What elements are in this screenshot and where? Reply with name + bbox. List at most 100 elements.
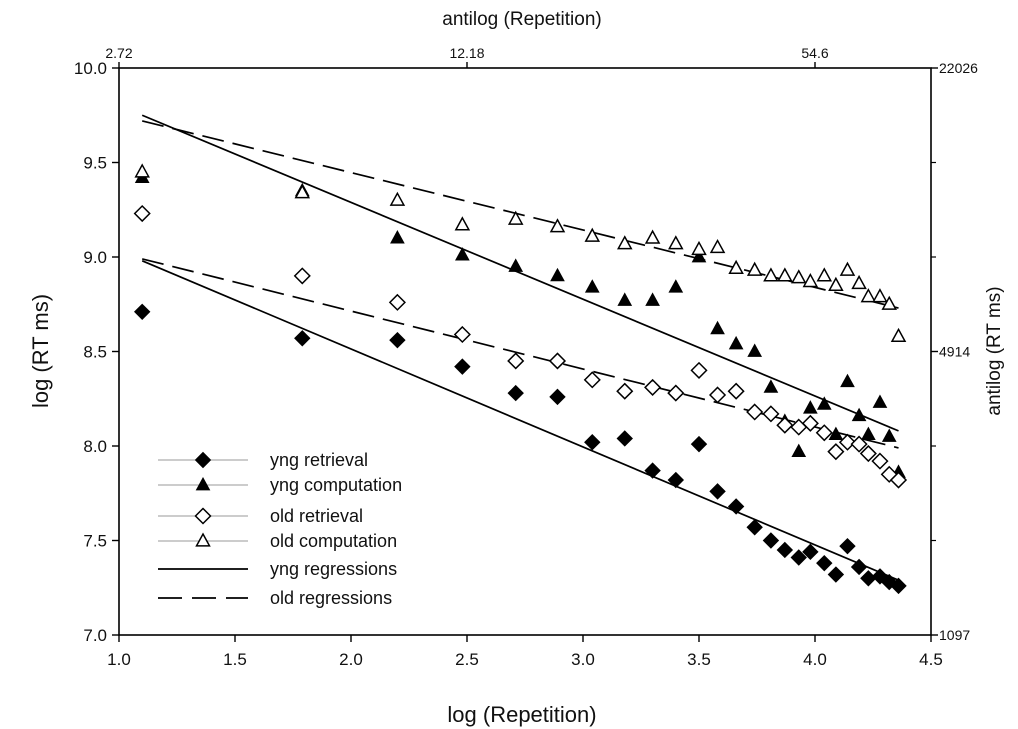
data-point [746,261,763,276]
legend-marker [195,532,211,547]
data-point [645,292,660,306]
y-axis-title: log (RT ms) [28,294,53,408]
data-point [746,519,763,536]
data-point [550,267,565,282]
axis-ticks: 1.0 1.5 2.0 2.5 3.0 3.5 4.0 4.5 7.0 7.5 8.0 8.5 9.0 9… [74,45,978,669]
data-point [389,191,406,206]
legend-marker [194,451,212,469]
data-point [828,276,844,291]
data-point [801,414,819,432]
y-tick-label: 9.5 [83,154,107,173]
data-point [860,570,877,587]
regression-lines [141,114,899,581]
data-point [134,163,150,178]
x-tick-label: 4.0 [803,650,827,669]
old-regression-line [141,120,899,309]
y-tick-label: 7.5 [83,532,107,551]
legend-label: yng regressions [270,559,397,579]
data-point [838,433,857,451]
data-point [710,320,725,335]
top-axis-title: antilog (Repetition) [442,9,601,30]
x-axis-title: log (Repetition) [447,702,596,727]
data-point [644,229,661,244]
data-point [390,230,405,244]
right-tick-label: 4914 [939,344,970,360]
data-point [872,394,888,408]
data-point [583,371,601,389]
y-tick-label: 9.0 [83,248,107,267]
top-tick-label: 12.18 [449,45,484,61]
legend-marker [195,476,211,491]
data-point [507,384,524,402]
data-point [709,483,726,500]
data-point [728,335,744,350]
legend-item: yng regressions [158,559,397,579]
data-point [777,267,793,282]
data-point [727,382,745,400]
data-point [859,444,877,463]
y-tick-label: 8.5 [83,343,107,362]
legend-item: old computation [158,531,397,551]
data-point [861,426,876,441]
series-old-retrieval [133,204,908,489]
data-point [668,235,684,250]
legend: yng retrieval yng computation old retrieva… [158,450,402,608]
data-point [791,443,807,458]
legend-item: yng retrieval [158,450,368,470]
data-point [294,330,311,347]
data-point [763,267,779,282]
data-point [850,558,868,576]
legend-label: yng retrieval [270,450,368,470]
data-point [881,428,897,442]
data-point [816,396,832,410]
data-point [454,216,471,231]
old-regression-line [141,258,899,449]
y-tick-label: 7.0 [83,626,107,645]
data-point [746,403,764,421]
data-point [840,373,855,388]
data-point [691,248,707,263]
legend-item: yng computation [158,475,402,495]
data-point [294,184,311,199]
data-point [667,384,685,402]
data-point [803,400,818,414]
data-point [584,279,600,293]
data-point [293,267,311,285]
legend-item: old regressions [158,588,392,608]
data-point [668,279,684,293]
y-tick-label: 10.0 [74,59,107,78]
data-point [871,452,889,470]
data-point [388,293,406,311]
data-point [584,434,601,451]
data-point [133,204,151,223]
legend-label: old computation [270,531,397,551]
right-tick-label: 22026 [939,60,978,76]
data-point [802,273,819,288]
data-point [763,379,779,393]
data-points [133,163,908,595]
data-point [667,471,685,489]
data-point [644,462,661,479]
data-point [889,471,908,489]
data-point [860,288,877,303]
data-point [762,405,780,423]
data-point [827,566,845,583]
data-point [881,295,898,310]
legend-marker [194,507,212,525]
legend-label: old regressions [270,588,392,608]
x-tick-label: 2.0 [339,650,363,669]
series-old-computation [134,163,907,343]
data-point [851,407,867,422]
yng-regression-line [141,259,899,581]
data-point [727,498,745,515]
legend-label: old retrieval [270,506,363,526]
data-point [776,541,794,559]
data-point [827,443,845,461]
x-tick-label: 3.0 [571,650,595,669]
data-point [890,327,907,343]
x-tick-label: 1.0 [107,650,131,669]
series-yng-computation [134,169,906,478]
data-point [728,259,744,274]
x-tick-label: 4.5 [919,650,943,669]
